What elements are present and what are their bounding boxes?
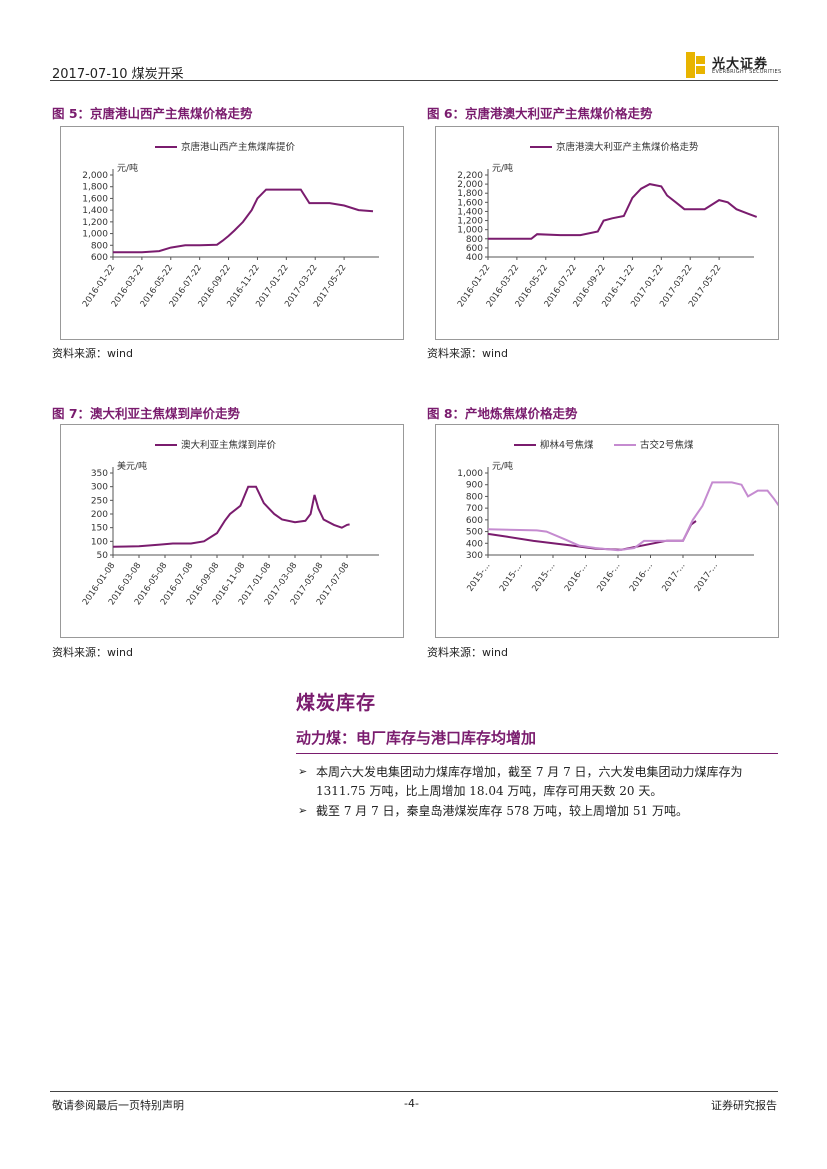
footer-report-type: 证券研究报告: [711, 1099, 777, 1112]
y-tick-label: 400: [466, 253, 483, 263]
y-tick-label: 1,200: [82, 218, 108, 228]
y-tick-label: 1,200: [457, 217, 483, 227]
logo-text-en: EVERBRIGHT SECURITIES: [712, 69, 782, 75]
x-tick-label: 2015-...: [530, 561, 557, 594]
y-tick-label: 600: [466, 516, 483, 526]
unit-label: 美元/吨: [117, 460, 147, 472]
y-tick-label: 2,200: [457, 171, 483, 181]
y-tick-label: 350: [91, 469, 108, 479]
header-date-topic: 2017-07-10 煤炭开采: [52, 67, 184, 82]
x-tick-label: 2016-...: [595, 561, 622, 594]
y-tick-label: 700: [466, 504, 483, 514]
figure-8-source: 资料来源：wind: [427, 646, 509, 659]
y-tick-label: 1,400: [457, 207, 483, 217]
y-tick-label: 1,800: [457, 189, 483, 199]
unit-label: 元/吨: [492, 162, 513, 174]
figure-7-title: 图 7：澳大利亚主焦煤到岸价走势: [52, 406, 241, 421]
figure-8-title: 图 8：产地炼焦煤价格走势: [427, 406, 578, 421]
footer-divider: [50, 1091, 778, 1092]
legend-label: 古交2号焦煤: [640, 439, 694, 451]
series-line-1: [112, 485, 350, 548]
chart-7: 美元/吨501001502002503003502016-01-082016-0…: [81, 439, 379, 607]
x-tick-label: 2016-...: [563, 561, 590, 594]
y-tick-label: 800: [466, 235, 483, 245]
y-tick-label: 400: [466, 539, 483, 549]
section-title: 煤炭库存: [296, 692, 377, 714]
chart-6: 元/吨 4006008001,0001,2001,4001,6001,8002,0…: [456, 141, 758, 309]
y-tick-label: 50: [97, 551, 109, 561]
series-line-2: [487, 481, 787, 552]
y-tick-label: 900: [466, 481, 483, 491]
page-number: -4-: [404, 1097, 419, 1110]
series-line-1: [113, 188, 374, 254]
series-line-1: [487, 520, 697, 551]
figure-6-title: 图 6：京唐港澳大利亚产主焦煤价格走势: [427, 106, 653, 121]
y-tick-label: 1,000: [82, 230, 108, 240]
chart-5: 元/吨6008001,0001,2001,4001,6001,8002,0002…: [81, 141, 379, 309]
y-tick-label: 600: [91, 253, 108, 263]
figure-6-source: 资料来源：wind: [427, 347, 509, 360]
y-tick-label: 1,800: [82, 183, 108, 193]
y-tick-label: 1,000: [457, 469, 483, 479]
bullet-item: 本周六大发电集团动力煤库存增加，截至 7 月 7 日，六大发电集团动力煤库存为 …: [316, 765, 743, 798]
x-tick-label: 2017-...: [660, 561, 687, 594]
bullet-arrow-icon: ➢: [298, 804, 308, 817]
y-tick-label: 1,600: [82, 194, 108, 204]
x-tick-label: 2015-...: [498, 561, 525, 594]
unit-label: 元/吨: [492, 460, 513, 472]
x-tick-label: 2017-...: [693, 561, 720, 594]
bullet-item: 截至 7 月 7 日，秦皇岛港煤炭库存 578 万吨，较上周增加 51 万吨。: [316, 804, 688, 818]
bullet-arrow-icon: ➢: [298, 765, 308, 778]
figure-5-title: 图 5：京唐港山西产主焦煤价格走势: [52, 106, 253, 121]
chart-panel-7: 美元/吨 50 100 150 200 250 300 350 2016-01-08 2016-0…: [60, 424, 404, 638]
y-tick-label: 800: [91, 241, 108, 251]
chart-panel-8: 元/吨 300 400 500 600 700 800 900 1,000 2015-... 201…: [435, 424, 787, 638]
company-logo: 光大证券 EVERBRIGHT SECURITIES: [686, 52, 781, 78]
y-tick-label: 1,600: [457, 198, 483, 208]
series-line-1: [488, 183, 758, 240]
y-tick-label: 200: [91, 510, 108, 520]
figure-7-source: 资料来源：wind: [52, 646, 134, 659]
y-tick-label: 2,000: [457, 180, 483, 190]
logo-mark-icon: [686, 52, 705, 78]
y-tick-label: 300: [91, 483, 108, 493]
legend-label: 澳大利亚主焦煤到岸价: [181, 439, 277, 451]
subtitle-divider: [296, 753, 778, 754]
legend-label: 京唐港山西产主焦煤库提价: [181, 141, 296, 153]
unit-label: 元/吨: [117, 162, 138, 174]
y-tick-label: 600: [466, 244, 483, 254]
y-tick-label: 150: [91, 524, 108, 534]
figure-5-source: 资料来源：wind: [52, 347, 134, 360]
y-tick-label: 2,000: [82, 171, 108, 181]
footer-disclaimer: 敬请参阅最后一页特别声明: [52, 1099, 184, 1112]
y-tick-label: 250: [91, 496, 108, 506]
section-subtitle: 动力煤：电厂库存与港口库存均增加: [296, 729, 537, 747]
chart-panel-6: 元/吨 400 600 800 1,000 1,200 1,400 1,600 1,800 2,0…: [435, 126, 779, 340]
header-divider: [50, 80, 778, 81]
y-tick-label: 1,400: [82, 206, 108, 216]
y-tick-label: 300: [466, 551, 483, 561]
chart-panel-5: 元/吨 600 800 1,000 1,200 1,400 1,600 1,800 2,000 2…: [60, 126, 404, 340]
legend-label: 京唐港澳大利亚产主焦煤价格走势: [556, 141, 699, 153]
y-tick-label: 100: [91, 537, 108, 547]
y-tick-label: 500: [466, 528, 483, 538]
logo-text-cn: 光大证券: [712, 57, 769, 72]
y-tick-label: 1,000: [457, 226, 483, 236]
y-tick-label: 800: [466, 492, 483, 502]
x-tick-label: 2016-...: [628, 561, 655, 594]
legend-label: 柳林4号焦煤: [540, 439, 594, 451]
x-tick-label: 2015-...: [465, 561, 492, 594]
